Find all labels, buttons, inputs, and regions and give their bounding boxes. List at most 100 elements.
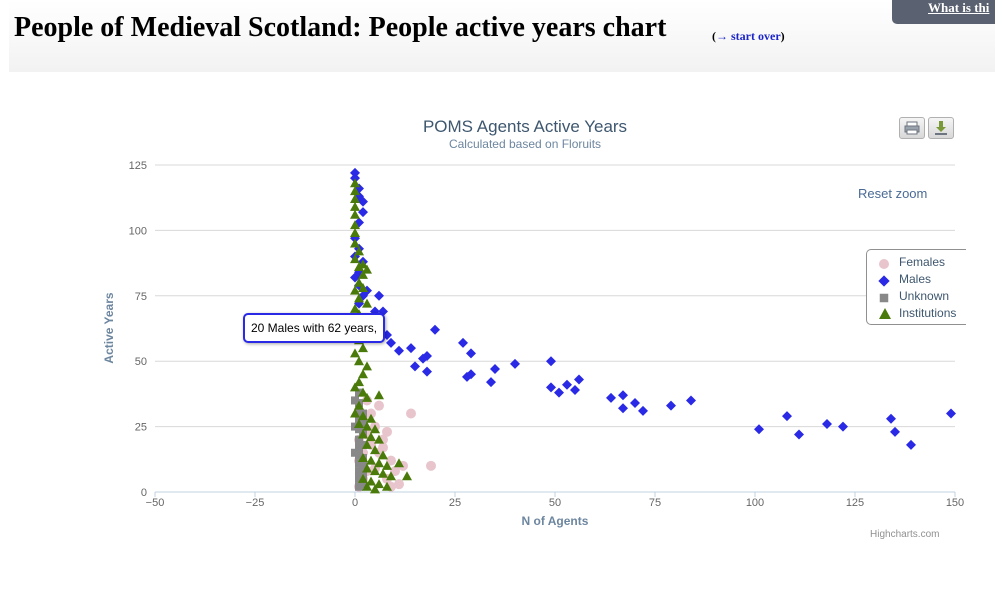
highcharts-credits[interactable]: Highcharts.com <box>870 529 940 540</box>
point-institutions <box>350 303 360 313</box>
start-over: (→ start over) <box>712 29 785 44</box>
point-unknown <box>355 435 363 444</box>
y-tick-label: 50 <box>135 356 147 368</box>
point-males <box>458 337 468 348</box>
point-males <box>394 345 404 356</box>
triangle-icon <box>879 308 891 319</box>
point-males <box>618 390 628 401</box>
point-males <box>574 374 584 385</box>
point-institutions <box>366 432 376 442</box>
chart-tooltip: 20 Males with 62 years, <box>243 313 386 343</box>
point-males <box>890 426 900 437</box>
point-males <box>838 421 848 432</box>
point-females <box>386 455 396 466</box>
point-institutions <box>354 377 364 387</box>
point-institutions <box>358 452 368 462</box>
point-institutions <box>358 343 368 353</box>
point-institutions <box>354 356 364 366</box>
point-males <box>546 356 556 367</box>
point-males <box>782 411 792 422</box>
point-institutions <box>354 293 364 303</box>
point-males <box>422 366 432 377</box>
help-link[interactable]: What is thi <box>928 0 990 15</box>
point-males <box>358 196 368 207</box>
point-males <box>794 429 804 440</box>
x-tick-label: −25 <box>246 497 265 509</box>
printer-icon <box>904 121 920 135</box>
point-institutions <box>374 479 384 489</box>
help-tab[interactable]: What is thi <box>892 0 995 24</box>
point-unknown <box>351 448 359 457</box>
point-males <box>422 350 432 361</box>
point-institutions <box>362 361 372 371</box>
point-institutions <box>378 468 388 478</box>
point-institutions <box>354 262 364 272</box>
point-institutions <box>362 439 372 449</box>
point-institutions <box>402 471 412 481</box>
point-institutions <box>374 458 384 468</box>
x-tick-label: 75 <box>649 497 661 509</box>
y-tick-label: 125 <box>129 160 147 172</box>
x-tick-label: 150 <box>946 497 964 509</box>
point-institutions <box>358 269 368 279</box>
x-tick-label: 0 <box>352 497 358 509</box>
point-unknown <box>359 480 367 489</box>
point-unknown <box>359 440 367 449</box>
point-males <box>410 361 420 372</box>
point-institutions <box>394 458 404 468</box>
point-institutions <box>374 434 384 444</box>
point-institutions <box>350 285 360 295</box>
point-females <box>374 400 384 411</box>
point-males <box>350 167 360 178</box>
point-institutions <box>386 471 396 481</box>
point-unknown <box>351 396 359 405</box>
series-males <box>350 167 956 450</box>
x-tick-label: 50 <box>549 497 561 509</box>
point-institutions <box>358 259 368 269</box>
chart-title: POMS Agents Active Years <box>423 117 627 136</box>
point-institutions <box>362 392 372 402</box>
x-axis: −50 −25 0 25 50 75 100 125 150 <box>146 491 964 509</box>
point-institutions <box>354 277 364 287</box>
data-points <box>350 167 956 494</box>
point-institutions <box>370 445 380 455</box>
point-institutions <box>350 178 360 188</box>
point-females <box>390 466 400 477</box>
reset-zoom-button[interactable]: Reset zoom <box>858 186 928 201</box>
point-institutions <box>366 476 376 486</box>
export-button[interactable] <box>928 117 954 139</box>
point-institutions <box>350 382 360 392</box>
start-over-link[interactable]: → start over <box>716 29 781 43</box>
legend-label: Females <box>899 255 946 269</box>
point-males <box>466 369 476 380</box>
point-institutions <box>358 387 368 397</box>
point-males <box>358 207 368 218</box>
point-institutions <box>358 282 368 292</box>
point-institutions <box>362 264 372 274</box>
point-males <box>886 413 896 424</box>
point-males <box>666 400 676 411</box>
point-institutions <box>358 473 368 483</box>
point-females <box>394 479 404 490</box>
point-females <box>382 426 392 437</box>
point-males <box>570 384 580 395</box>
point-institutions <box>354 418 364 428</box>
point-males <box>562 379 572 390</box>
point-unknown <box>359 419 367 428</box>
point-institutions <box>350 194 360 204</box>
point-institutions <box>350 254 360 264</box>
point-males <box>554 387 564 398</box>
point-males <box>630 398 640 409</box>
diamond-icon <box>878 275 890 287</box>
legend-label: Institutions <box>899 306 957 320</box>
print-button[interactable] <box>899 117 925 139</box>
point-males <box>638 405 648 416</box>
legend-label: Males <box>899 272 932 286</box>
point-institutions <box>378 450 388 460</box>
point-institutions <box>358 429 368 439</box>
y-tick-label: 75 <box>135 291 147 303</box>
y-tick-label: 25 <box>135 422 147 434</box>
x-tick-label: 25 <box>449 497 461 509</box>
x-tick-label: 125 <box>846 497 864 509</box>
point-institutions <box>382 481 392 491</box>
